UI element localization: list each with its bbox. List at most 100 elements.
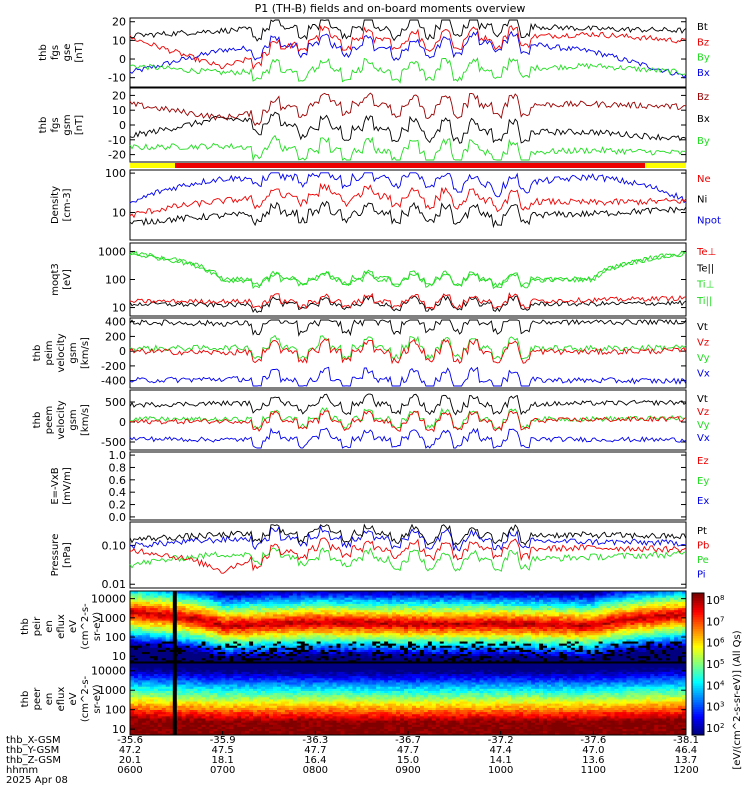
heatmap-cell xyxy=(312,626,318,629)
heatmap-cell xyxy=(503,659,508,663)
heatmap-cell xyxy=(475,620,480,623)
heatmap-cell xyxy=(213,647,218,650)
heatmap-cell xyxy=(145,609,151,613)
heatmap-cell xyxy=(626,607,631,611)
heatmap-cell xyxy=(594,599,600,602)
heatmap-cell xyxy=(352,611,357,615)
heatmap-cell xyxy=(177,641,183,644)
heatmap-cell xyxy=(519,647,524,650)
heatmap-cell xyxy=(566,593,572,596)
heatmap-cell xyxy=(487,624,492,627)
heatmap-cell xyxy=(467,630,472,634)
heatmap-cell xyxy=(193,597,198,600)
heatmap-cell xyxy=(602,651,607,655)
heatmap-cell xyxy=(519,659,524,663)
heatmap-cell xyxy=(439,618,445,621)
heatmap-cell xyxy=(205,601,210,604)
heatmap-cell xyxy=(201,622,206,625)
heatmap-cell xyxy=(145,643,151,646)
heatmap-cell xyxy=(674,630,679,634)
heatmap-cell xyxy=(157,624,163,627)
heatmap-cell xyxy=(451,593,457,596)
heatmap-cell xyxy=(177,659,183,663)
y-axis-label: [mV/m] xyxy=(62,467,73,505)
heatmap-cell xyxy=(280,601,286,604)
heatmap-cell xyxy=(130,649,135,652)
heatmap-cell xyxy=(197,620,202,623)
heatmap-cell xyxy=(642,636,647,640)
heatmap-cell xyxy=(606,624,611,627)
heatmap-cell xyxy=(443,655,449,659)
heatmap-cell xyxy=(157,657,163,661)
heatmap-cell xyxy=(221,639,226,642)
heatmap-cell xyxy=(590,647,596,650)
heatmap-cell xyxy=(590,613,596,617)
heatmap-cell xyxy=(408,609,413,613)
heatmap-cell xyxy=(423,624,429,627)
heatmap-cell xyxy=(344,607,349,611)
heatmap-cell xyxy=(376,597,381,600)
heatmap-cell xyxy=(376,613,381,617)
heatmap-cell xyxy=(272,641,278,644)
heatmap-cell xyxy=(618,659,623,663)
heatmap-cell xyxy=(570,634,576,638)
heatmap-cell xyxy=(523,622,528,625)
heatmap-cell xyxy=(253,591,258,594)
heatmap-cell xyxy=(177,634,183,638)
heatmap-cell xyxy=(272,643,278,646)
heatmap-cell xyxy=(161,659,167,663)
heatmap-cell xyxy=(427,599,433,602)
heatmap-cell xyxy=(423,647,429,650)
heatmap-cell xyxy=(507,643,512,646)
heatmap-cell xyxy=(678,618,683,621)
heatmap-cell xyxy=(388,618,393,621)
heatmap-cell xyxy=(130,684,135,687)
heatmap-cell xyxy=(221,626,226,629)
heatmap-cell xyxy=(245,626,250,629)
heatmap-cell xyxy=(344,622,349,625)
heatmap-cell xyxy=(205,603,210,607)
heatmap-cell xyxy=(606,643,611,646)
heatmap-cell xyxy=(646,628,651,632)
heatmap-cell xyxy=(666,591,671,594)
heatmap-cell xyxy=(288,651,294,655)
heatmap-cell xyxy=(141,657,147,661)
heatmap-cell xyxy=(265,634,270,638)
heatmap-cell xyxy=(566,643,572,646)
heatmap-cell xyxy=(431,636,437,640)
heatmap-cell xyxy=(463,601,468,604)
heatmap-cell xyxy=(245,645,250,648)
heatmap-cell xyxy=(650,624,655,627)
heatmap-cell xyxy=(217,645,222,648)
heatmap-cell xyxy=(340,659,345,663)
heatmap-cell xyxy=(272,599,278,602)
heatmap-cell xyxy=(201,636,206,640)
heatmap-cell xyxy=(495,620,500,623)
heatmap-cell xyxy=(614,624,619,627)
heatmap-cell xyxy=(205,626,210,629)
heatmap-cell xyxy=(658,620,663,623)
heatmap-cell xyxy=(145,645,151,648)
y-axis-label: thb xyxy=(20,618,31,635)
heatmap-cell xyxy=(141,639,147,642)
heatmap-cell xyxy=(602,645,607,648)
legend-entry: Pb xyxy=(697,541,709,552)
heatmap-cell xyxy=(308,641,314,644)
heatmap-cell xyxy=(594,593,600,596)
heatmap-cell xyxy=(209,609,214,613)
series-vt-line xyxy=(129,393,687,416)
heatmap-cell xyxy=(602,607,607,611)
heatmap-cell xyxy=(280,595,286,598)
heatmap-cell xyxy=(515,611,520,615)
heatmap-cell xyxy=(400,618,405,621)
heatmap-cell xyxy=(550,659,556,663)
heatmap-cell xyxy=(404,655,409,659)
heatmap-cell xyxy=(483,611,488,615)
heatmap-cell xyxy=(332,628,337,632)
heatmap-cell xyxy=(384,620,389,623)
heatmap-cell xyxy=(360,647,365,650)
heatmap-cell xyxy=(503,613,508,617)
heatmap-cell xyxy=(554,641,560,644)
heatmap-cell xyxy=(443,591,449,594)
heatmap-cell xyxy=(411,647,417,650)
